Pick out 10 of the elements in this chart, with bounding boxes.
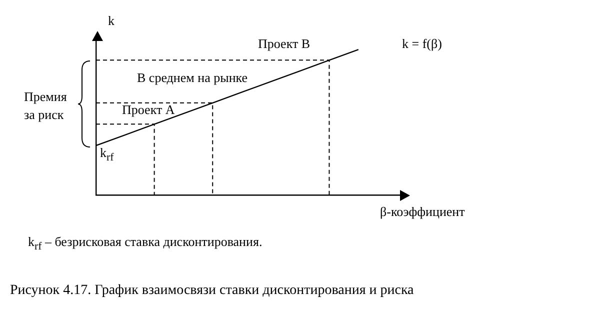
x-axis-title: β-коэффициент [380,204,465,220]
text: Рисунок 4.17. График взаимосвязи ставки дисконтирования и риска [10,283,414,299]
text: k$_{rf}$ – безрисковая ставка дисконтирования. [28,234,262,253]
annotation: Проект B [258,36,310,52]
y-axis-title: k [108,13,114,29]
text: Премия за риск [24,88,68,124]
annotation: В среднем на рынке [137,70,248,86]
annotation: k$_{rf}$ [100,145,114,164]
annotation: Проект А [122,102,175,118]
annotation: k = f(β) [402,36,442,52]
